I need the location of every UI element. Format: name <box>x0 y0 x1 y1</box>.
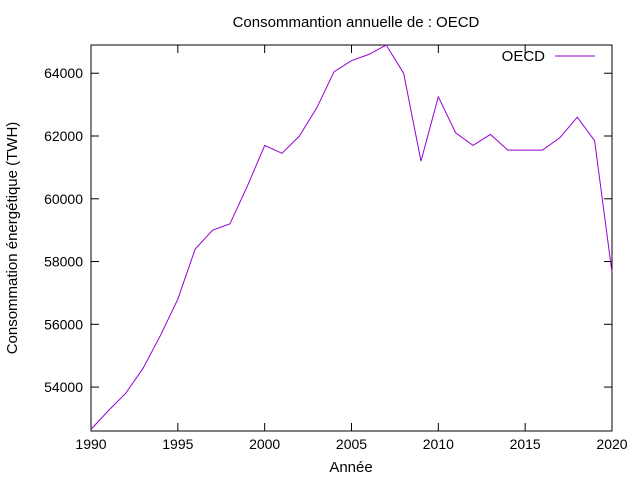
x-axis-label: Année <box>329 459 372 476</box>
x-tick-label: 2010 <box>423 436 454 452</box>
x-axis: 1990 1995 2000 2005 2010 2015 2020 <box>75 45 628 452</box>
series-layer <box>90 44 613 430</box>
y-tick-label: 62000 <box>44 128 83 144</box>
chart-title: Consommantion annuelle de : OECD <box>233 14 480 31</box>
series-line-oecd <box>90 44 613 430</box>
x-tick-label: 2020 <box>596 436 627 452</box>
plot-area <box>90 44 613 432</box>
y-tick-label: 54000 <box>44 379 83 395</box>
x-tick-label: 2005 <box>336 436 367 452</box>
y-axis-label: Consommation énergétique (TWH) <box>4 122 21 355</box>
y-tick-label: 60000 <box>44 191 83 207</box>
legend-label-oecd: OECD <box>502 48 546 65</box>
x-tick-label: 1990 <box>75 436 106 452</box>
y-tick-label: 58000 <box>44 254 83 270</box>
plot-border <box>90 44 613 432</box>
y-axis: 54000 56000 58000 60000 62000 64000 <box>44 65 612 395</box>
legend: OECD <box>502 48 595 65</box>
x-tick-label: 2015 <box>510 436 541 452</box>
x-tick-label: 1995 <box>162 436 193 452</box>
y-tick-label: 56000 <box>44 316 83 332</box>
x-tick-label: 2000 <box>249 436 280 452</box>
y-tick-label: 64000 <box>44 65 83 81</box>
